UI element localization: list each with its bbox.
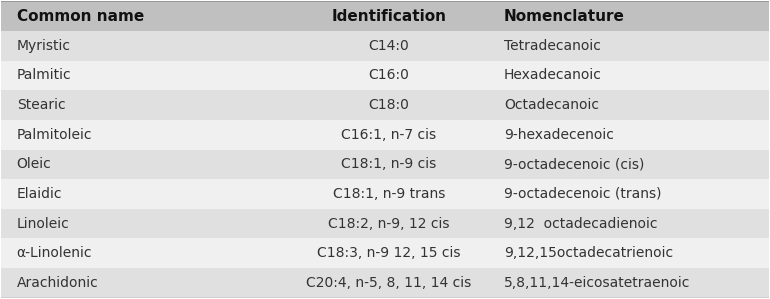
Text: α-Linolenic: α-Linolenic [17,246,92,260]
Text: Nomenclature: Nomenclature [504,9,624,24]
FancyBboxPatch shape [2,150,768,179]
FancyBboxPatch shape [2,209,768,238]
FancyBboxPatch shape [2,90,768,120]
Text: Oleic: Oleic [17,157,52,171]
FancyBboxPatch shape [2,179,768,209]
FancyBboxPatch shape [2,31,768,61]
FancyBboxPatch shape [2,238,768,268]
FancyBboxPatch shape [2,61,768,90]
Text: C18:0: C18:0 [368,98,410,112]
Text: Linoleic: Linoleic [17,216,69,231]
Text: Stearic: Stearic [17,98,65,112]
Text: Tetradecanoic: Tetradecanoic [504,39,601,53]
FancyBboxPatch shape [2,268,768,298]
Text: C16:1, n-7 cis: C16:1, n-7 cis [341,128,437,142]
Text: 9,12  octadecadienoic: 9,12 octadecadienoic [504,216,658,231]
Text: Palmitoleic: Palmitoleic [17,128,92,142]
Text: C18:1, n-9 trans: C18:1, n-9 trans [333,187,445,201]
Text: Myristic: Myristic [17,39,71,53]
Text: 9-octadecenoic (cis): 9-octadecenoic (cis) [504,157,644,171]
Text: Elaidic: Elaidic [17,187,62,201]
Text: Common name: Common name [17,9,144,24]
Text: C18:1, n-9 cis: C18:1, n-9 cis [341,157,437,171]
Text: Identification: Identification [331,9,447,24]
FancyBboxPatch shape [2,1,768,31]
Text: 5,8,11,14-eicosatetraenoic: 5,8,11,14-eicosatetraenoic [504,276,690,290]
Text: 9-octadecenoic (trans): 9-octadecenoic (trans) [504,187,661,201]
FancyBboxPatch shape [2,120,768,150]
Text: Hexadecanoic: Hexadecanoic [504,68,602,83]
Text: Octadecanoic: Octadecanoic [504,98,599,112]
Text: C16:0: C16:0 [368,68,410,83]
Text: Arachidonic: Arachidonic [17,276,99,290]
Text: C14:0: C14:0 [369,39,409,53]
Text: C18:2, n-9, 12 cis: C18:2, n-9, 12 cis [328,216,450,231]
Text: C20:4, n-5, 8, 11, 14 cis: C20:4, n-5, 8, 11, 14 cis [306,276,471,290]
Text: C18:3, n-9 12, 15 cis: C18:3, n-9 12, 15 cis [317,246,460,260]
Text: Palmitic: Palmitic [17,68,72,83]
Text: 9-hexadecenoic: 9-hexadecenoic [504,128,614,142]
Text: 9,12,15octadecatrienoic: 9,12,15octadecatrienoic [504,246,673,260]
